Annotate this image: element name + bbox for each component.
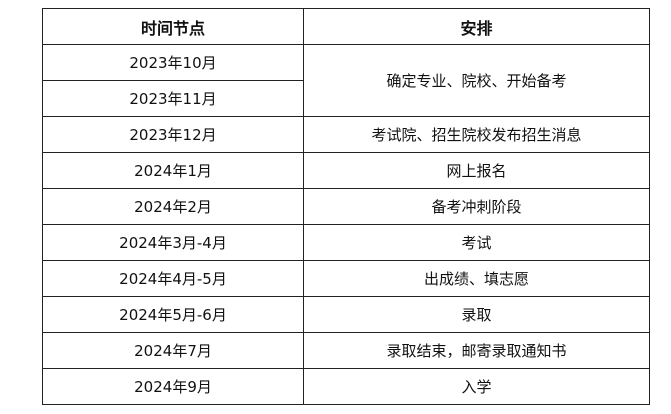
time-cell: 2023年11月: [42, 80, 304, 117]
table-row: 2023年11月: [42, 80, 650, 117]
time-cell: 2024年9月: [42, 368, 304, 405]
time-cell: 2024年3月-4月: [42, 224, 304, 261]
time-cell: 2024年7月: [42, 332, 304, 369]
time-cell: 2024年2月: [42, 188, 304, 225]
header-plan: 安排: [303, 8, 650, 45]
header-time: 时间节点: [42, 8, 304, 45]
plan-cell: 录取: [303, 296, 650, 333]
table-row: 2024年3月-4月 考试: [42, 224, 650, 261]
time-cell: 2024年5月-6月: [42, 296, 304, 333]
table-row: 2023年10月 确定专业、院校、开始备考: [42, 44, 650, 117]
plan-cell: 入学: [303, 368, 650, 405]
table-row: 2024年2月 备考冲刺阶段: [42, 188, 650, 225]
plan-cell: 录取结束，邮寄录取通知书: [303, 332, 650, 369]
table-row: 2024年7月 录取结束，邮寄录取通知书: [42, 332, 650, 369]
time-cell: 2023年10月: [42, 44, 304, 81]
header-row: 时间节点 安排: [42, 8, 650, 45]
time-cell: 2024年1月: [42, 152, 304, 189]
plan-cell: 网上报名: [303, 152, 650, 189]
schedule-table: 时间节点 安排 2023年10月 确定专业、院校、开始备考 2023年11月 2…: [42, 8, 650, 405]
table-row: 2024年9月 入学: [42, 368, 650, 405]
plan-cell: 考试: [303, 224, 650, 261]
plan-cell: 考试院、招生院校发布招生消息: [303, 116, 650, 153]
table-row: 2024年5月-6月 录取: [42, 296, 650, 333]
time-cell: 2024年4月-5月: [42, 260, 304, 297]
table-row: 2024年1月 网上报名: [42, 152, 650, 189]
time-cell: 2023年12月: [42, 116, 304, 153]
plan-cell: 出成绩、填志愿: [303, 260, 650, 297]
table-row: 2024年4月-5月 出成绩、填志愿: [42, 260, 650, 297]
plan-cell: 备考冲刺阶段: [303, 188, 650, 225]
plan-cell: 确定专业、院校、开始备考: [303, 44, 650, 117]
table-row: 2023年12月 考试院、招生院校发布招生消息: [42, 116, 650, 153]
